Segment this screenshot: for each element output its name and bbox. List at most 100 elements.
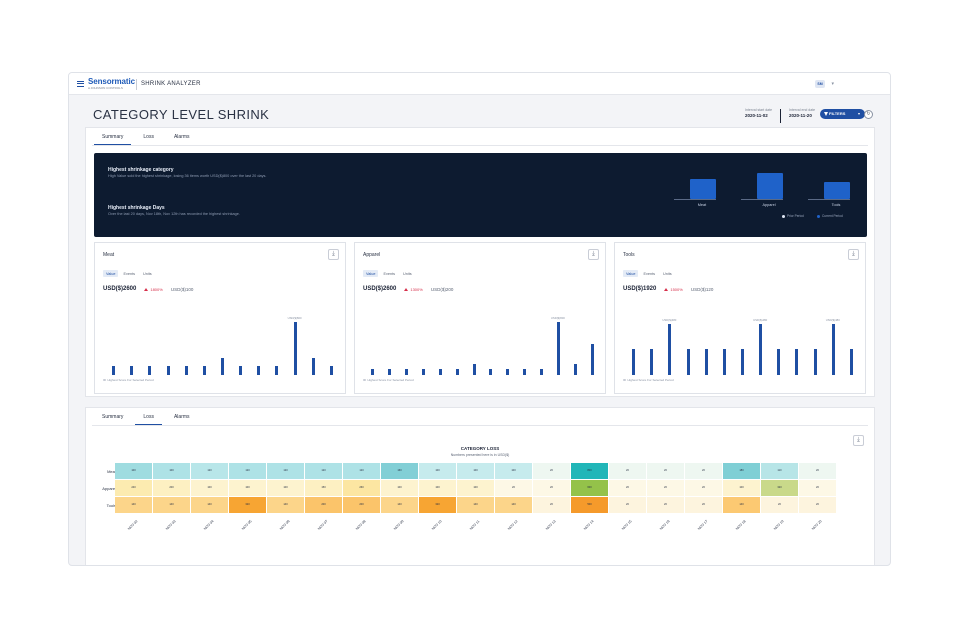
heatmap-cell[interactable]: 200	[343, 497, 380, 513]
tab-summary[interactable]: Summary	[92, 132, 133, 145]
heatmap-cell[interactable]: 100	[419, 463, 456, 479]
heatmap-cell[interactable]: 100	[495, 463, 532, 479]
chevron-down-icon[interactable]: ▾	[831, 81, 834, 87]
heatmap-cell[interactable]: 320	[761, 480, 798, 496]
heatmap-cell[interactable]: 100	[457, 480, 494, 496]
heatmap-title: CATEGORY LOSS	[460, 446, 500, 451]
heatmap-cell[interactable]: 140	[267, 497, 304, 513]
heatmap-column-label: NOV 15	[621, 519, 633, 531]
heatmap-cell[interactable]: 20	[609, 463, 646, 479]
heatmap-cell[interactable]: 140	[153, 497, 190, 513]
heatmap-cell[interactable]: 180	[723, 463, 760, 479]
heatmap-cell[interactable]: 100	[381, 480, 418, 496]
legend-label: Highest Score For Selected Period	[627, 378, 674, 382]
tab-alarms[interactable]: Alarms	[173, 414, 190, 420]
heatmap-cell[interactable]: 140	[457, 497, 494, 513]
heatmap-cell[interactable]: 20	[799, 480, 836, 496]
metric-toggle-units[interactable]: Units	[143, 271, 152, 276]
heatmap-cell[interactable]: 100	[191, 480, 228, 496]
tab-alarms[interactable]: Alarms	[173, 134, 190, 140]
avatar[interactable]: SM	[815, 80, 825, 88]
metric-toggle-value[interactable]: Value	[623, 270, 639, 277]
heatmap-cell[interactable]: 100	[723, 480, 760, 496]
heatmap-cell[interactable]: 20	[685, 497, 722, 513]
heatmap-cell[interactable]: 140	[191, 497, 228, 513]
download-icon[interactable]: ⤓	[588, 249, 599, 260]
heatmap-cell[interactable]: 100	[267, 480, 304, 496]
heatmap-cell[interactable]: 100	[115, 463, 152, 479]
heatmap-cell[interactable]: 120	[343, 463, 380, 479]
filters-button[interactable]: FILTERS ▾	[820, 109, 865, 119]
heatmap-cell[interactable]: 100	[153, 463, 190, 479]
heatmap-cell[interactable]: 120	[305, 463, 342, 479]
heatmap-cell[interactable]: 140	[723, 497, 760, 513]
legend-dot	[817, 214, 820, 218]
heatmap-cell[interactable]: 160	[381, 463, 418, 479]
heatmap-cell[interactable]: 240	[115, 480, 152, 496]
heatmap-cell[interactable]: 20	[533, 497, 570, 513]
heatmap-cell[interactable]: 20	[685, 463, 722, 479]
metric-toggle-events[interactable]: Events	[643, 271, 656, 276]
heatmap-cell[interactable]: 140	[381, 497, 418, 513]
heatmap-cell[interactable]: 120	[267, 463, 304, 479]
heatmap-column-label: NOV 12	[507, 519, 519, 531]
heatmap-cell[interactable]: 20	[533, 463, 570, 479]
heatmap-cell[interactable]: 20	[761, 497, 798, 513]
kpi-value: USD($)2600	[103, 286, 137, 292]
metric-toggle-units[interactable]: Units	[403, 271, 412, 276]
heatmap-cell[interactable]: 20	[495, 480, 532, 496]
heatmap-cell[interactable]: 100	[419, 480, 456, 496]
heatmap-cell[interactable]: 20	[647, 463, 684, 479]
heatmap-cell[interactable]: 320	[419, 497, 456, 513]
kpi-change: 1500%	[664, 287, 682, 292]
heatmap-cell[interactable]: 150	[305, 480, 342, 496]
tab-loss[interactable]: Loss	[133, 412, 164, 425]
chart-baseline	[674, 199, 716, 200]
daily-bar	[759, 324, 763, 375]
heatmap-cell[interactable]: 320	[229, 497, 266, 513]
insight-text-days: Over the last 20 days, Nov 18th, Nov 12t…	[108, 212, 240, 216]
heatmap-cell[interactable]: 20	[609, 480, 646, 496]
download-icon[interactable]: ⤓	[328, 249, 339, 260]
daily-bar	[293, 321, 297, 375]
metric-toggle-events[interactable]: Events	[383, 271, 396, 276]
download-icon[interactable]: ⤓	[853, 435, 864, 446]
download-icon[interactable]: ⤓	[848, 249, 859, 260]
heatmap-column-label: NOV 17	[697, 519, 709, 531]
metric-toggle-value[interactable]: Value	[103, 270, 119, 277]
heatmap-cell[interactable]: 260	[343, 480, 380, 496]
metric-toggle-units[interactable]: Units	[663, 271, 672, 276]
daily-bar	[556, 321, 560, 375]
metric-toggle-events[interactable]: Events	[123, 271, 136, 276]
heatmap-cell[interactable]: 20	[647, 480, 684, 496]
category-comparison-chart: Meat Apparel Tools Prior Period Current Peri…	[662, 163, 862, 235]
tab-loss[interactable]: Loss	[143, 134, 154, 140]
tab-summary[interactable]: Summary	[102, 414, 124, 420]
heatmap-cell[interactable]: 110	[761, 463, 798, 479]
heatmap-cell[interactable]: 20	[799, 497, 836, 513]
heatmap-cell[interactable]: 140	[495, 497, 532, 513]
menu-icon[interactable]	[77, 81, 84, 87]
legend-label: Highest Score For Selected Period	[107, 378, 154, 382]
metric-toggle-value[interactable]: Value	[363, 270, 379, 277]
heatmap-cell[interactable]: 800	[571, 463, 608, 479]
refresh-icon[interactable]: ↻	[864, 110, 873, 119]
heatmap-cell[interactable]: 20	[799, 463, 836, 479]
heatmap-cell[interactable]: 120	[191, 463, 228, 479]
start-date-label: Interval start date	[745, 108, 773, 112]
heatmap-cell[interactable]: 120	[229, 463, 266, 479]
heatmap-cell[interactable]: 100	[457, 463, 494, 479]
heatmap-cell[interactable]: 20	[533, 480, 570, 496]
daily-bar-chart: USD($)480 USD($)480 USD($)480	[623, 303, 859, 375]
heatmap-cell[interactable]: 200	[305, 497, 342, 513]
heatmap-cell[interactable]: 20	[647, 497, 684, 513]
heatmap-cell[interactable]: 20	[609, 497, 646, 513]
daily-bar	[777, 348, 781, 375]
heatmap-cell[interactable]: 500	[571, 497, 608, 513]
heatmap-cell[interactable]: 20	[685, 480, 722, 496]
chart-category-label: Apparel	[762, 203, 776, 207]
heatmap-cell[interactable]: 200	[153, 480, 190, 496]
heatmap-cell[interactable]: 600	[571, 480, 608, 496]
heatmap-cell[interactable]: 100	[229, 480, 266, 496]
heatmap-cell[interactable]: 140	[115, 497, 152, 513]
